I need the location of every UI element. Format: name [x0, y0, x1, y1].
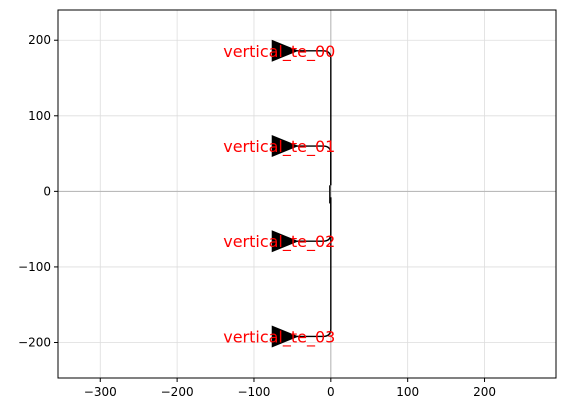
- port-markers: [271, 39, 299, 348]
- port-label: vertical_te_00: [223, 42, 335, 62]
- port-label: vertical_te_03: [223, 327, 335, 347]
- y-tick-label: 0: [43, 184, 51, 198]
- waveguide-trace: [284, 145, 332, 186]
- port-marker: [271, 325, 299, 348]
- x-tick-label: −300: [84, 385, 117, 399]
- y-tick-label: 200: [28, 33, 51, 47]
- x-tick-label: 200: [473, 385, 496, 399]
- plot-background: [58, 10, 556, 378]
- port-labels: vertical_te_00 vertical_te_01 vertical_te_…: [223, 42, 335, 348]
- plot-frame: [57, 9, 557, 379]
- y-tick-label: 100: [28, 109, 51, 123]
- axis-ticks: −300 −200 −100 0 100 200 −200 −100 0 100 200: [18, 33, 496, 399]
- waveguide-trace: [284, 197, 332, 338]
- x-tick-label: −200: [161, 385, 194, 399]
- port-marker: [271, 39, 299, 62]
- y-tick-label: −100: [18, 260, 51, 274]
- x-tick-label: 0: [327, 385, 335, 399]
- x-tick-label: 100: [396, 385, 419, 399]
- waveguide-traces: [284, 50, 332, 338]
- y-tick-label: −200: [18, 335, 51, 349]
- port-label: vertical_te_01: [223, 137, 335, 157]
- x-tick-label: −100: [237, 385, 270, 399]
- port-marker: [271, 135, 299, 158]
- port-label: vertical_te_02: [223, 232, 335, 252]
- port-marker: [271, 230, 299, 253]
- waveguide-trace: [284, 50, 332, 186]
